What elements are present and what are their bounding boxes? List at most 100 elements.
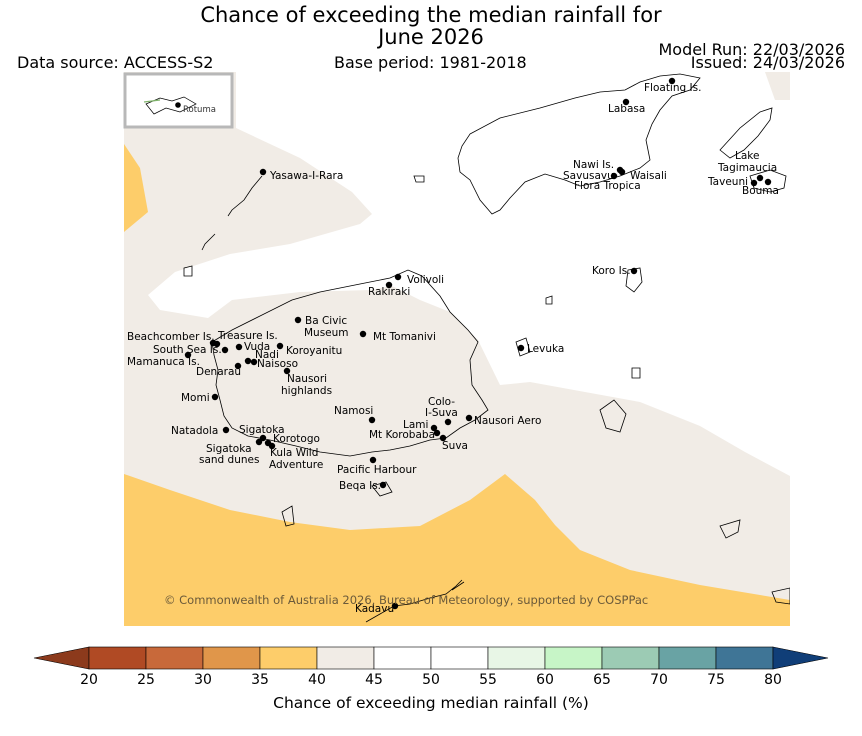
cb-65-70 (601, 646, 660, 670)
label-rakiraki: Rakiraki (368, 286, 410, 298)
label-koroyanitu: Koroyanitu (286, 345, 342, 357)
model-run: Model Run: 22/03/2026 (658, 40, 846, 59)
label-koro: Koro Is. (592, 265, 631, 277)
label-lake: Lake (735, 150, 759, 162)
label-kula2: Adventure (269, 459, 323, 471)
cb-25-30 (145, 646, 204, 670)
label-colo: Colo- (428, 396, 455, 408)
label-lami: Lami (403, 419, 428, 431)
title-line-2: June 2026 (378, 25, 484, 49)
label-waisali: Waisali (630, 170, 667, 182)
label-tomanivi: Mt Tomanivi (373, 331, 436, 343)
rotuma-coast (145, 96, 197, 115)
field-40-45-ne (765, 72, 790, 100)
cb-tick-75: 75 (707, 672, 725, 688)
cb-75-80 (715, 646, 774, 670)
label-flora: Flora Tropica (574, 180, 641, 192)
cb-tick-30: 30 (194, 672, 212, 688)
cb-20-25 (88, 646, 147, 670)
label-bouma: Bouma (742, 185, 779, 197)
cb-tick-80: 80 (764, 672, 782, 688)
field-40-45 (124, 72, 790, 626)
label-levuka: Levuka (527, 343, 564, 355)
label-sig-dunes1: Sigatoka (206, 443, 252, 455)
label-nawi: Nawi Is. (573, 159, 614, 171)
label-museum: Museum (304, 327, 349, 339)
cb-45-50 (373, 646, 432, 670)
issued-date: Issued: 24/03/2026 (690, 53, 845, 72)
cb-55-60 (487, 646, 546, 670)
cb-60-65 (544, 646, 603, 670)
label-vuda: Vuda (244, 341, 270, 353)
rotuma-inset: Rotuma (123, 72, 234, 129)
copyright-text: © Commonwealth of Australia 2026, Bureau… (164, 593, 648, 607)
cb-tick-70: 70 (650, 672, 668, 688)
cb-tick-45: 45 (365, 672, 383, 688)
label-treasure: Treasure Is. (217, 330, 278, 342)
label-savusavu: Savusavu (563, 170, 614, 182)
label-mamanuca: Mamanuca Is. (127, 356, 200, 368)
cb-35-40 (259, 646, 318, 670)
cb-tick-60: 60 (536, 672, 554, 688)
label-isuva: I-Suva (425, 407, 458, 419)
coastlines (183, 73, 790, 623)
cb-70-75 (658, 646, 717, 670)
label-naisoso: Naisoso (257, 358, 298, 370)
vanua-levu-coast (457, 73, 701, 215)
field-35-40-west (124, 144, 148, 232)
label-sigatoka: Sigatoka (239, 424, 285, 436)
colorbar-title: Chance of exceeding median rainfall (%) (273, 694, 589, 712)
cb-tick-40: 40 (308, 672, 326, 688)
cb-30-35 (202, 646, 261, 670)
qamea-coast (749, 169, 787, 193)
islet-1 (281, 505, 295, 527)
label-bacivic: Ba Civic (305, 315, 347, 327)
koro-coast (625, 267, 643, 293)
map-area: Floating Is. Labasa Yasawa-I-Rara Nawi I… (124, 72, 790, 626)
gau-coast (599, 399, 627, 433)
islet-3 (771, 587, 790, 605)
label-tagimaucia: Tagimaucia (717, 162, 777, 174)
label-namosi: Namosi (334, 405, 373, 417)
cb-tick-35: 35 (251, 672, 269, 688)
label-kadavu: Kadavu (355, 603, 394, 615)
label-taveuni: Taveuni (707, 176, 748, 188)
kadavu-coast (365, 579, 465, 623)
label-nadi: Nadi (255, 349, 279, 361)
islet-6 (545, 295, 553, 305)
rotuma-marker (175, 102, 181, 108)
cb-50-55 (430, 646, 489, 670)
label-nausori-aero: Nausori Aero (474, 415, 541, 427)
islet-4 (413, 175, 425, 183)
label-southsea: South Sea Is. (153, 344, 222, 356)
cb-tick-55: 55 (479, 672, 497, 688)
label-yasawa: Yasawa-I-Rara (269, 170, 343, 182)
label-sig-dunes2: sand dunes (199, 454, 259, 466)
yasawa-coast (201, 175, 263, 251)
rotuma-label: Rotuma (183, 105, 216, 115)
cb-below-20 (33, 646, 90, 670)
islet-7 (631, 367, 641, 379)
label-pacific: Pacific Harbour (337, 464, 417, 476)
title-line-1: Chance of exceeding the median rainfall … (200, 3, 662, 27)
islet-2 (719, 519, 741, 539)
data-source: Data source: ACCESS-S2 (17, 53, 214, 72)
base-period: Base period: 1981-2018 (334, 53, 527, 72)
label-korobaba: Mt Korobaba (369, 429, 435, 441)
cb-tick-20: 20 (80, 672, 98, 688)
cb-tick-65: 65 (593, 672, 611, 688)
taveuni-coast (719, 107, 773, 159)
cb-above-80 (772, 646, 829, 670)
label-momi: Momi (181, 392, 210, 404)
label-beachcomber: Beachcomber Is. (127, 331, 215, 343)
label-natadola: Natadola (171, 425, 218, 437)
label-korotogo: Korotogo (273, 433, 320, 445)
field-35-40-south (124, 474, 790, 626)
inset-frame (123, 72, 234, 129)
cb-tick-25: 25 (137, 672, 155, 688)
place-markers (184, 77, 772, 610)
label-denarau: Denarau (196, 366, 241, 378)
rotuma-contour (143, 99, 161, 103)
label-beqa: Beqa Is. (339, 480, 381, 492)
